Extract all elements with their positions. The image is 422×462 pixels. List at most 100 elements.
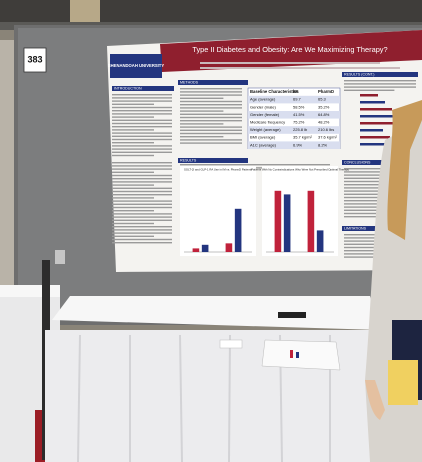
text-line	[112, 103, 154, 105]
table-row-bg	[248, 141, 340, 149]
table-row-bg	[248, 95, 340, 104]
section-bar	[178, 158, 248, 163]
table-cell: BMI (average)	[250, 135, 276, 140]
text-line	[112, 135, 172, 137]
university: SHENANDOAH UNIVERSITY	[108, 63, 165, 68]
text-line	[112, 138, 172, 141]
badge	[388, 360, 418, 405]
table-cell: Medicare frequency	[250, 119, 285, 124]
table-cell: 75.2%	[293, 119, 305, 124]
text-line	[112, 119, 172, 121]
mini-bar	[360, 122, 406, 125]
table-cell: 65.3	[318, 97, 327, 102]
mini-bar	[360, 94, 378, 97]
mini-bar	[360, 115, 399, 118]
table-header: PharmD	[318, 89, 334, 94]
text-line	[112, 187, 172, 189]
text-line	[180, 139, 242, 141]
text-line	[112, 168, 172, 170]
text-line	[112, 126, 172, 128]
text-line	[180, 164, 330, 166]
text-line	[112, 203, 172, 205]
board-number: 383	[27, 54, 42, 64]
table-cell: 69.7	[293, 97, 302, 102]
text-line	[180, 97, 224, 99]
poster-title: Type II Diabetes and Obesity: Are We Max…	[192, 45, 387, 54]
table-cell: 48.2%	[318, 119, 330, 124]
text-line	[112, 171, 154, 173]
text-line	[112, 142, 154, 144]
text-line	[180, 136, 224, 138]
text-line	[344, 177, 395, 179]
text-line	[112, 165, 172, 167]
table-cell: 41.5%	[293, 112, 305, 117]
section-heading: LIMITATIONS	[344, 227, 367, 231]
text-line	[112, 194, 172, 196]
text-line	[112, 242, 172, 244]
table-header: IM	[293, 89, 298, 94]
section-heading: RESULTS	[180, 159, 197, 163]
text-line	[112, 94, 172, 96]
text-line	[344, 216, 395, 218]
text-line	[180, 113, 242, 115]
table-row-bg	[248, 126, 340, 134]
text-line	[112, 106, 172, 109]
handout-bar	[296, 352, 299, 358]
text-line	[112, 232, 172, 234]
table-cell: 64.8%	[318, 112, 330, 117]
text-line	[112, 132, 172, 134]
text-line	[344, 80, 416, 82]
table-cell: 35.2%	[318, 104, 330, 109]
table-cell: 35.7 kg/m²	[293, 135, 313, 140]
text-line	[112, 178, 172, 180]
text-line	[344, 256, 395, 258]
text-line	[112, 145, 172, 147]
text-line	[112, 190, 172, 193]
text-line	[344, 83, 416, 85]
table-cell: A1C (average)	[250, 142, 277, 147]
handout	[261, 339, 341, 371]
text-line	[344, 86, 416, 88]
mini-bar	[360, 136, 390, 139]
text-line	[112, 181, 172, 183]
table-cell: 8.2%	[318, 142, 328, 147]
text-line	[180, 132, 242, 135]
bar	[274, 190, 282, 252]
bar	[307, 190, 315, 252]
chart-box	[262, 166, 338, 256]
left-table-top	[0, 285, 60, 297]
text-line	[112, 238, 172, 241]
table-cell: 210.6 lbs	[318, 127, 334, 132]
text-line	[112, 154, 154, 157]
text-line	[112, 151, 172, 153]
text-line	[112, 235, 154, 237]
table-top	[52, 296, 380, 330]
text-line	[112, 222, 154, 225]
text-line	[112, 162, 172, 164]
table-row-bg	[248, 111, 340, 119]
table-cell: Gender (female)	[250, 112, 280, 117]
logo-block	[110, 54, 162, 78]
text-line	[180, 107, 242, 109]
mini-bar	[360, 129, 383, 132]
section-heading: RESULTS (CONT.)	[344, 73, 374, 77]
poster-header	[160, 30, 422, 72]
text-line	[180, 110, 224, 112]
table-header: Baseline Characteristics	[250, 89, 299, 94]
table-cell: Weight (average)	[250, 127, 281, 132]
section-heading: INTRODUCTION	[114, 87, 142, 91]
bar	[225, 243, 233, 252]
text-line	[112, 174, 172, 177]
bar	[192, 248, 200, 252]
text-line	[344, 203, 395, 205]
chart-title: Patients With No Contraindications Who W…	[251, 168, 349, 172]
text-line	[344, 168, 416, 170]
section-bar	[178, 80, 248, 85]
text-line	[344, 243, 395, 245]
table-cell: 58.5%	[293, 104, 305, 109]
handout-bar	[290, 350, 293, 358]
person-hair	[387, 100, 422, 240]
text-line	[112, 200, 172, 202]
text-line	[180, 120, 242, 122]
